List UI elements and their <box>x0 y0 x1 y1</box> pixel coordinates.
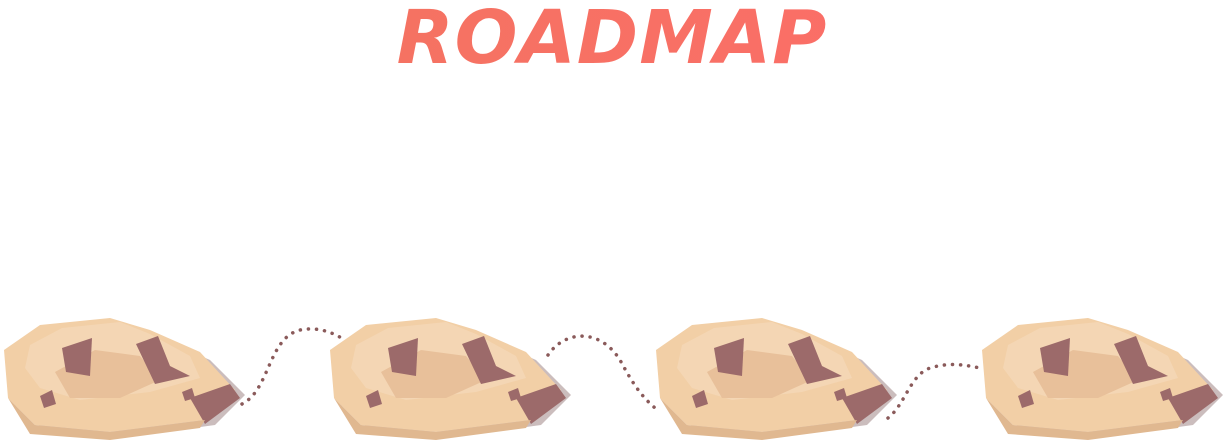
roadmap-path-2 <box>546 334 657 410</box>
roadmap-path-3 <box>886 362 982 420</box>
roadmap-stage-1-island <box>4 318 245 440</box>
roadmap-stage-4-island <box>982 318 1223 440</box>
roadmap-stage-2-island <box>330 318 571 440</box>
page-title: ROADMAP <box>0 0 1224 78</box>
roadmap-path-1 <box>240 327 347 406</box>
roadmap-stage-3-island <box>656 318 897 440</box>
